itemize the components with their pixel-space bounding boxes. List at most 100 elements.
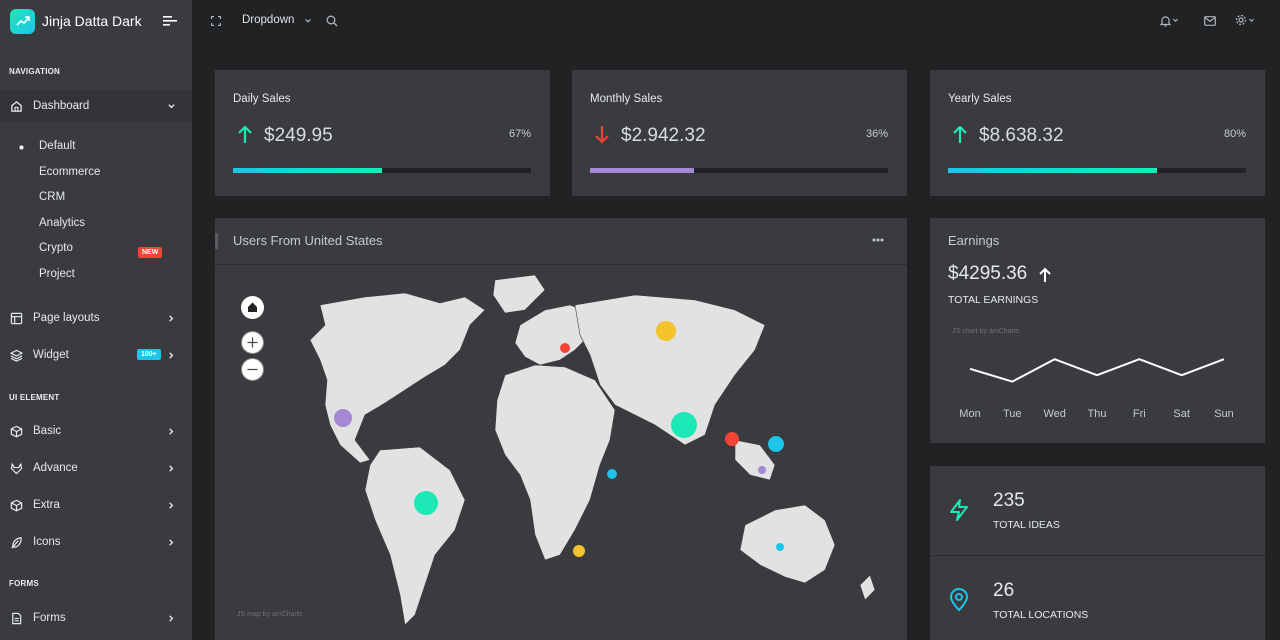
stat-title: Yearly Sales <box>948 93 1012 105</box>
map-europe <box>514 304 596 366</box>
chevron-down-icon <box>168 103 175 108</box>
sidebar-item-extra[interactable]: Extra <box>0 489 192 521</box>
map-bubble <box>573 545 585 557</box>
stat-title: Monthly Sales <box>590 93 663 105</box>
sidebar-sub-crypto[interactable]: Crypto <box>39 242 73 254</box>
x-tick-label: Thu <box>1087 408 1107 420</box>
map-bubble <box>334 409 352 427</box>
info-card: 235 TOTAL IDEAS 26 TOTAL LOCATIONS <box>930 466 1265 640</box>
map-home-button[interactable] <box>241 296 264 319</box>
minus-icon <box>247 368 258 371</box>
progress-track <box>948 168 1246 173</box>
sidebar-item-icons[interactable]: Icons <box>0 526 192 558</box>
menu-toggle-icon[interactable] <box>163 15 177 27</box>
map-south-america <box>364 446 466 626</box>
earnings-value: $4295.36 <box>948 263 1028 284</box>
gear-icon[interactable] <box>1235 14 1247 26</box>
map-north-america <box>309 292 486 464</box>
chevron-right-icon <box>169 538 174 546</box>
feather-icon <box>11 536 22 548</box>
info-value: 26 <box>993 580 1015 601</box>
sidebar-item-label: Advance <box>33 462 78 474</box>
map-bubble <box>656 321 676 341</box>
chevron-right-icon <box>169 314 174 322</box>
chevron-right-icon <box>169 464 174 472</box>
earnings-series-line <box>969 358 1225 383</box>
fullscreen-icon[interactable] <box>211 16 221 26</box>
topbar-dropdown[interactable]: Dropdown <box>242 14 295 26</box>
chevron-right-icon <box>169 427 174 435</box>
stat-card-yearly: Yearly Sales $8.638.32 80% <box>930 70 1265 196</box>
layers-icon <box>10 349 23 362</box>
bell-icon[interactable] <box>1160 15 1171 27</box>
home-icon <box>11 100 22 112</box>
home-icon <box>248 302 257 312</box>
more-icon[interactable] <box>872 238 884 242</box>
sidebar-item-label: Widget <box>33 349 69 361</box>
stat-percent: 67% <box>508 128 531 140</box>
info-label: TOTAL LOCATIONS <box>993 609 1089 621</box>
users-map-card: Users From United States <box>215 218 907 640</box>
x-tick-label: Mon <box>959 408 981 420</box>
map-zoom-in-button[interactable] <box>241 331 264 354</box>
active-dot-icon <box>19 145 24 150</box>
sidebar-item-label: Extra <box>33 499 60 511</box>
map-greenland <box>492 274 546 314</box>
info-value: 235 <box>993 490 1025 511</box>
x-tick-label: Sun <box>1214 408 1234 420</box>
caption-navigation: NAVIGATION <box>9 67 61 76</box>
progress-track <box>590 168 888 173</box>
stat-card-monthly: Monthly Sales $2.942.32 36% <box>572 70 907 196</box>
sidebar-item-label: Icons <box>33 536 61 548</box>
sidebar-item-advance[interactable]: Advance <box>0 452 192 484</box>
caption-ui-element: UI ELEMENT <box>9 393 60 402</box>
map-bubble <box>560 343 570 353</box>
map-bubble <box>768 436 784 452</box>
world-map <box>309 274 876 626</box>
progress-bar <box>948 168 1157 173</box>
sidebar-item-widget[interactable]: Widget 100+ <box>0 339 192 371</box>
sidebar-sub-project[interactable]: Project <box>39 268 75 280</box>
map-bubble <box>776 543 784 551</box>
chevron-down-icon <box>1249 18 1254 22</box>
map-bubble <box>671 412 697 438</box>
mail-icon[interactable] <box>1204 16 1216 26</box>
info-label: TOTAL IDEAS <box>993 519 1060 531</box>
stat-value: $8.638.32 <box>979 125 1064 146</box>
x-tick-label: Wed <box>1043 408 1066 420</box>
stat-value: $249.95 <box>264 125 333 146</box>
sidebar-item-basic[interactable]: Basic <box>0 415 192 447</box>
sidebar-sub-analytics[interactable]: Analytics <box>39 217 86 229</box>
arrow-up-icon <box>1039 267 1051 282</box>
sidebar-item-dashboard[interactable]: Dashboard <box>0 90 192 122</box>
stat-card-daily: Daily Sales $249.95 67% <box>215 70 550 196</box>
earnings-label: TOTAL EARNINGS <box>948 294 1039 306</box>
map-zoom-out-button[interactable] <box>241 358 264 381</box>
sidebar-item-label: Dashboard <box>33 100 90 112</box>
map-bubbles <box>334 321 784 557</box>
arrow-down-icon <box>595 126 609 144</box>
brand[interactable]: Jinja Datta Dark <box>0 0 192 42</box>
x-tick-label: Fri <box>1132 408 1146 420</box>
new-badge: NEW <box>138 247 163 258</box>
sidebar-item-label: Basic <box>33 425 62 437</box>
sidebar-sub-default[interactable]: Default <box>39 140 76 152</box>
arrow-up-icon <box>238 125 252 143</box>
brand-logo-icon <box>10 8 35 34</box>
chevron-down-icon <box>305 18 311 23</box>
search-icon[interactable] <box>326 15 338 27</box>
chart-credit: JS chart by amCharts <box>952 328 1020 335</box>
plus-icon <box>247 337 258 348</box>
sidebar: Jinja Datta Dark NAVIGATION Dashboard De… <box>0 0 192 640</box>
sidebar-sub-crm[interactable]: CRM <box>39 191 66 203</box>
box-icon <box>10 425 23 437</box>
chevron-right-icon <box>169 614 174 622</box>
card-title-marker <box>215 233 218 249</box>
package-icon <box>10 499 23 511</box>
earnings-card: Earnings $4295.36 TOTAL EARNINGS JS char… <box>930 218 1265 443</box>
sidebar-item-forms[interactable]: Forms <box>0 602 192 634</box>
map-bubble <box>607 469 617 479</box>
sidebar-item-page-layouts[interactable]: Page layouts <box>0 302 192 334</box>
sidebar-sub-ecommerce[interactable]: Ecommerce <box>39 166 101 178</box>
chevron-right-icon <box>169 351 174 359</box>
